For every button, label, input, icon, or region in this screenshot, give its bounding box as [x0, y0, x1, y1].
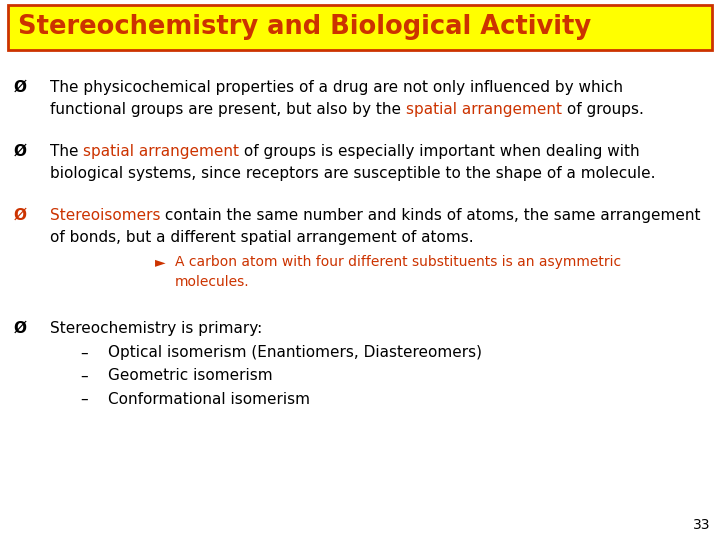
Text: ►: ►: [155, 255, 166, 269]
Text: Ø: Ø: [14, 321, 27, 336]
Text: The: The: [50, 144, 84, 159]
Text: of bonds, but a different spatial arrangement of atoms.: of bonds, but a different spatial arrang…: [50, 230, 474, 245]
Text: of groups.: of groups.: [562, 102, 644, 117]
FancyBboxPatch shape: [8, 5, 712, 50]
Text: functional groups are present, but also by the: functional groups are present, but also …: [50, 102, 406, 117]
Text: contain the same number and kinds of atoms, the same arrangement: contain the same number and kinds of ato…: [161, 207, 701, 222]
Text: of groups is especially important when dealing with: of groups is especially important when d…: [239, 144, 640, 159]
Text: Stereochemistry is primary:: Stereochemistry is primary:: [50, 321, 262, 336]
Text: biological systems, since receptors are susceptible to the shape of a molecule.: biological systems, since receptors are …: [50, 166, 655, 181]
Text: Ø: Ø: [14, 207, 27, 222]
Text: –: –: [80, 368, 88, 383]
Text: Ø: Ø: [14, 144, 27, 159]
Text: –: –: [80, 392, 88, 407]
Text: Stereoisomers: Stereoisomers: [50, 207, 161, 222]
Text: spatial arrangement: spatial arrangement: [84, 144, 239, 159]
Text: –: –: [80, 345, 88, 360]
Text: Conformational isomerism: Conformational isomerism: [108, 392, 310, 407]
Text: spatial arrangement: spatial arrangement: [406, 102, 562, 117]
Text: Geometric isomerism: Geometric isomerism: [108, 368, 273, 383]
Text: Stereochemistry and Biological Activity: Stereochemistry and Biological Activity: [18, 15, 591, 40]
Text: molecules.: molecules.: [175, 275, 250, 289]
Text: The physicochemical properties of a drug are not only influenced by which: The physicochemical properties of a drug…: [50, 80, 623, 95]
Text: A carbon atom with four different substituents is an asymmetric: A carbon atom with four different substi…: [175, 255, 621, 269]
Text: Ø: Ø: [14, 80, 27, 95]
Text: 33: 33: [693, 518, 710, 532]
Text: Optical isomerism (Enantiomers, Diastereomers): Optical isomerism (Enantiomers, Diastere…: [108, 345, 482, 360]
